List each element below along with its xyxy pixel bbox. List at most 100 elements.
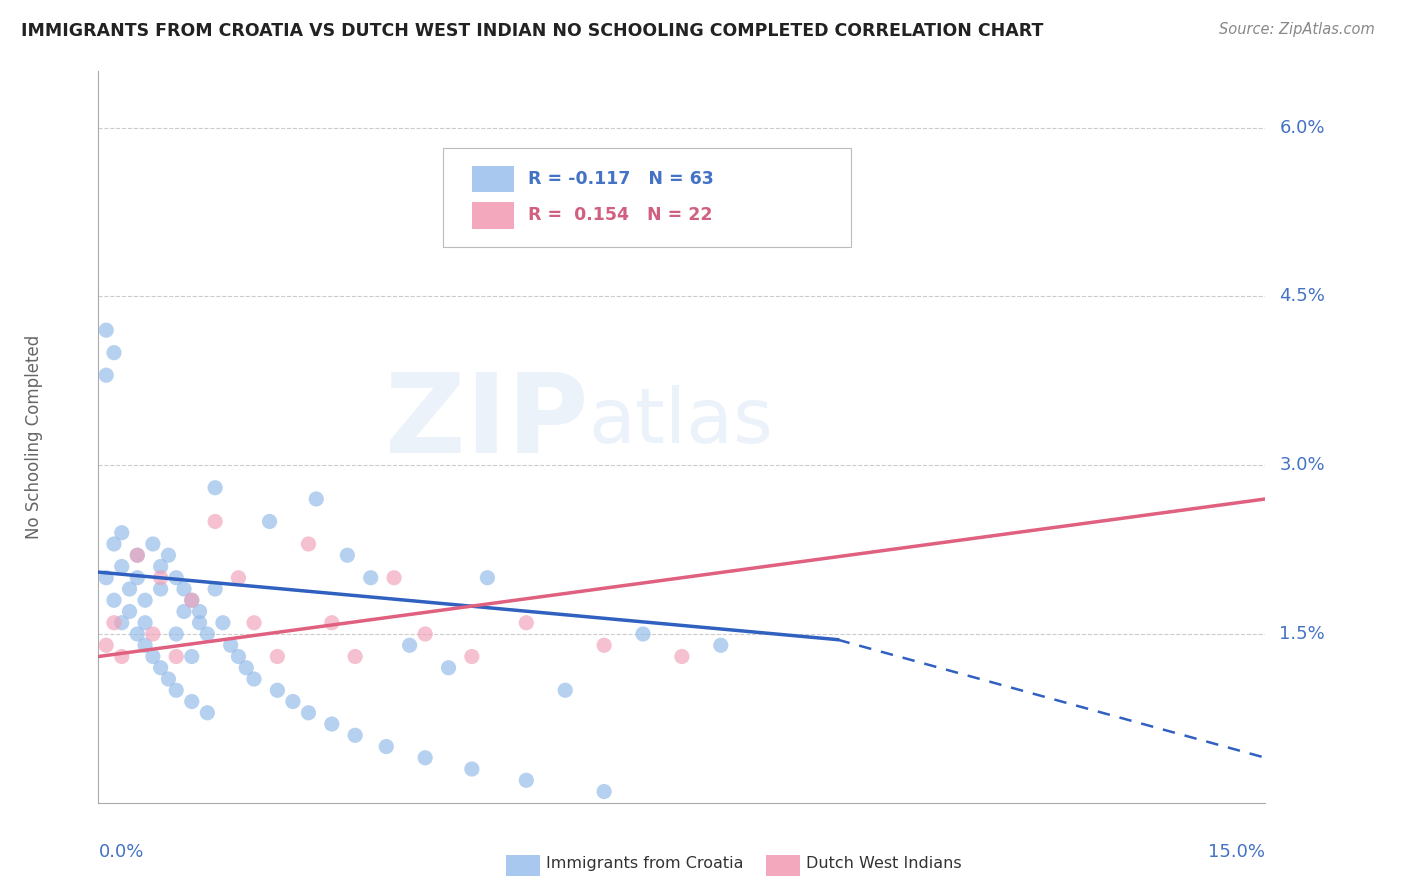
Point: [103, 593, 125, 607]
Text: No Schooling Completed: No Schooling Completed: [25, 335, 44, 539]
Point: [96, 368, 118, 383]
Point: [127, 571, 149, 585]
Point: [671, 649, 693, 664]
Point: [212, 615, 235, 630]
Point: [103, 345, 125, 359]
Point: [243, 615, 266, 630]
Point: [149, 571, 172, 585]
Point: [165, 571, 187, 585]
Point: [142, 627, 165, 641]
Point: [195, 706, 218, 720]
Point: [477, 571, 499, 585]
Point: [149, 661, 172, 675]
Point: [127, 548, 149, 562]
Point: [382, 571, 405, 585]
Point: [180, 593, 202, 607]
Point: [195, 627, 218, 641]
Text: Dutch West Indians: Dutch West Indians: [806, 856, 962, 871]
Text: 3.0%: 3.0%: [1279, 456, 1324, 475]
Point: [748, 177, 770, 191]
Point: [259, 515, 281, 529]
Point: [165, 627, 187, 641]
Point: [111, 559, 134, 574]
Point: [127, 548, 149, 562]
Point: [204, 481, 226, 495]
FancyBboxPatch shape: [443, 148, 851, 247]
Point: [297, 706, 319, 720]
Point: [297, 537, 319, 551]
Point: [710, 638, 733, 652]
Point: [157, 548, 180, 562]
Point: [360, 571, 382, 585]
Text: Source: ZipAtlas.com: Source: ZipAtlas.com: [1219, 22, 1375, 37]
Point: [149, 559, 172, 574]
Bar: [472, 202, 513, 228]
Bar: [472, 166, 513, 192]
Point: [118, 605, 141, 619]
Point: [111, 525, 134, 540]
Text: atlas: atlas: [589, 385, 773, 459]
Point: [344, 728, 367, 742]
Point: [219, 638, 242, 652]
Point: [336, 548, 359, 562]
Point: [515, 773, 537, 788]
Point: [204, 515, 226, 529]
Point: [103, 615, 125, 630]
Point: [134, 615, 156, 630]
Point: [515, 615, 537, 630]
Point: [188, 615, 211, 630]
Point: [321, 717, 343, 731]
Point: [134, 638, 156, 652]
Point: [228, 649, 250, 664]
Text: ZIP: ZIP: [385, 369, 589, 476]
Point: [461, 649, 484, 664]
Point: [235, 661, 257, 675]
Point: [180, 593, 202, 607]
Point: [204, 582, 226, 596]
Point: [180, 694, 202, 708]
Point: [266, 649, 288, 664]
Point: [157, 672, 180, 686]
Point: [461, 762, 484, 776]
Point: [554, 683, 576, 698]
Point: [593, 638, 616, 652]
Point: [111, 615, 134, 630]
Point: [173, 582, 195, 596]
Point: [165, 649, 187, 664]
Text: R =  0.154   N = 22: R = 0.154 N = 22: [527, 206, 713, 225]
Point: [142, 649, 165, 664]
Point: [142, 537, 165, 551]
Text: 0.0%: 0.0%: [98, 843, 143, 861]
Point: [149, 582, 172, 596]
Text: 15.0%: 15.0%: [1208, 843, 1265, 861]
Point: [134, 593, 156, 607]
Point: [103, 537, 125, 551]
Point: [111, 649, 134, 664]
Point: [266, 683, 288, 698]
Point: [96, 638, 118, 652]
Text: Immigrants from Croatia: Immigrants from Croatia: [546, 856, 742, 871]
Point: [437, 661, 460, 675]
Point: [413, 751, 436, 765]
Point: [321, 615, 343, 630]
Text: R = -0.117   N = 63: R = -0.117 N = 63: [527, 169, 714, 188]
Point: [593, 784, 616, 798]
Point: [243, 672, 266, 686]
Point: [188, 605, 211, 619]
Text: 6.0%: 6.0%: [1279, 119, 1324, 136]
Text: 1.5%: 1.5%: [1279, 625, 1324, 643]
Point: [631, 627, 654, 641]
Point: [305, 491, 328, 506]
Point: [173, 605, 195, 619]
Text: 4.5%: 4.5%: [1279, 287, 1326, 305]
Point: [96, 323, 118, 337]
Point: [375, 739, 398, 754]
Point: [228, 571, 250, 585]
Point: [180, 649, 202, 664]
Point: [344, 649, 367, 664]
Point: [413, 627, 436, 641]
Point: [398, 638, 420, 652]
Point: [127, 627, 149, 641]
Point: [281, 694, 304, 708]
Point: [96, 571, 118, 585]
